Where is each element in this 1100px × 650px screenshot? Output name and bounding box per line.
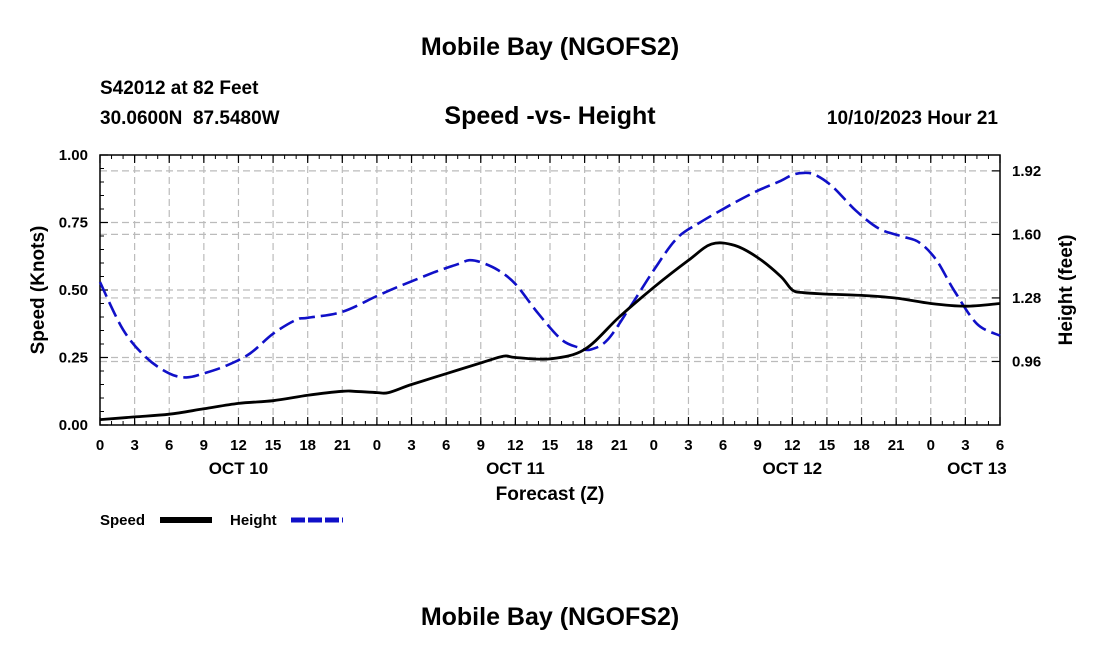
page-title: Mobile Bay (NGOFS2) bbox=[421, 33, 679, 61]
x-tick-label: 15 bbox=[265, 437, 282, 454]
x-tick-label: 21 bbox=[334, 437, 351, 454]
x-tick-label: 18 bbox=[853, 437, 870, 454]
x-tick-label: 6 bbox=[442, 437, 450, 454]
x-date-label: OCT 12 bbox=[763, 459, 823, 478]
legend-height-label: Height bbox=[230, 512, 277, 529]
x-tick-label: 12 bbox=[230, 437, 247, 454]
x-tick-label: 18 bbox=[576, 437, 593, 454]
x-tick-label: 21 bbox=[611, 437, 628, 454]
x-tick-label: 12 bbox=[507, 437, 524, 454]
coordinates-label: 30.0600N 87.5480W bbox=[100, 108, 280, 129]
y-axis-title-right: Height (feet) bbox=[1056, 235, 1077, 346]
x-tick-label: 0 bbox=[373, 437, 381, 454]
y-tick-label-left: 0.50 bbox=[59, 282, 88, 299]
y-tick-label-right: 1.60 bbox=[1012, 226, 1041, 243]
y-tick-label-right: 1.92 bbox=[1012, 163, 1041, 180]
series-line-height bbox=[98, 171, 1001, 379]
x-tick-label: 3 bbox=[684, 437, 692, 454]
x-tick-label: 6 bbox=[165, 437, 173, 454]
x-tick-label: 6 bbox=[719, 437, 727, 454]
legend: Speed Height bbox=[100, 512, 343, 529]
x-tick-label: 3 bbox=[130, 437, 138, 454]
y-tick-label-left: 0.00 bbox=[59, 417, 88, 434]
x-tick-label: 15 bbox=[542, 437, 559, 454]
grid-lines bbox=[100, 155, 1000, 425]
y-tick-label-right: 0.96 bbox=[1012, 353, 1041, 370]
x-tick-label: 0 bbox=[650, 437, 658, 454]
x-tick-label: 9 bbox=[754, 437, 762, 454]
x-tick-label: 0 bbox=[927, 437, 935, 454]
footer-title: Mobile Bay (NGOFS2) bbox=[421, 603, 679, 631]
chart-title: Speed -vs- Height bbox=[444, 102, 656, 130]
series-layer bbox=[98, 171, 1001, 421]
x-tick-label: 3 bbox=[407, 437, 415, 454]
y-axis-title-left: Speed (Knots) bbox=[28, 226, 49, 355]
x-date-label: OCT 13 bbox=[947, 459, 1007, 478]
station-label: S42012 at 82 Feet bbox=[100, 78, 259, 99]
x-tick-label: 15 bbox=[819, 437, 836, 454]
x-date-label: OCT 11 bbox=[486, 459, 545, 478]
legend-speed-label: Speed bbox=[100, 512, 145, 529]
x-tick-label: 3 bbox=[961, 437, 969, 454]
x-tick-label: 9 bbox=[477, 437, 485, 454]
axis-ticks: 0 3 6 9 12 15 18 21 0 3 6 9 12 15 18 21 0 3 6 9 12 15 18 21 0 3 6 O… bbox=[59, 147, 1041, 478]
y-tick-label-right: 1.28 bbox=[1012, 290, 1041, 307]
series-line-speed bbox=[99, 241, 1001, 421]
x-tick-label: 18 bbox=[299, 437, 316, 454]
y-tick-label-left: 1.00 bbox=[59, 147, 88, 164]
y-tick-label-left: 0.25 bbox=[59, 350, 88, 367]
timestamp-label: 10/10/2023 Hour 21 bbox=[827, 108, 999, 129]
x-tick-label: 0 bbox=[96, 437, 104, 454]
y-tick-label-left: 0.75 bbox=[59, 215, 88, 232]
x-date-label: OCT 10 bbox=[209, 459, 269, 478]
x-tick-label: 21 bbox=[888, 437, 905, 454]
x-tick-label: 9 bbox=[200, 437, 208, 454]
x-tick-label: 12 bbox=[784, 437, 801, 454]
x-axis-title: Forecast (Z) bbox=[496, 484, 605, 505]
x-tick-label: 6 bbox=[996, 437, 1004, 454]
